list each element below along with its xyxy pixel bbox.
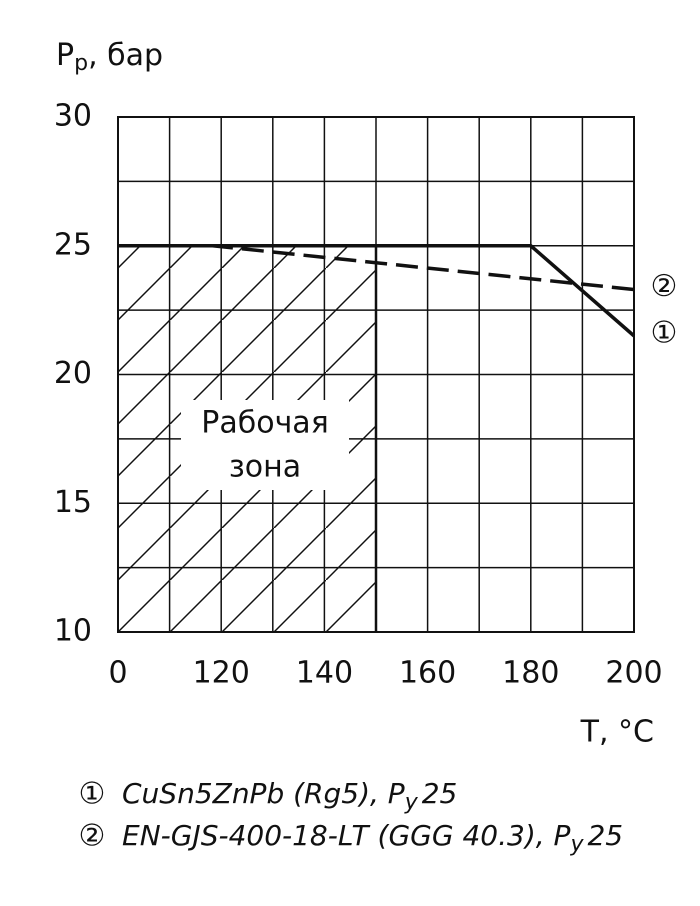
x-tick-label: 0 <box>108 656 127 691</box>
series-line <box>118 244 636 338</box>
legend-sub: y <box>404 790 419 815</box>
y-axis-label: Pp, бар <box>56 38 163 77</box>
legend-sub: y <box>569 832 584 857</box>
legend-label: CuSn5ZnPb (Rg5), Py 25 <box>122 777 457 815</box>
legend-name: EN-GJS-400-18-LT (GGG 40.3), P <box>122 819 571 852</box>
series-end-marker: ② <box>651 269 678 304</box>
x-axis-label: T, °C <box>580 715 654 750</box>
y-tick-label: 20 <box>54 356 92 391</box>
x-tick-label: 120 <box>193 656 250 691</box>
legend-name: CuSn5ZnPb (Rg5), P <box>122 777 405 810</box>
x-tick-label: 200 <box>605 656 662 691</box>
zone-label: зона <box>229 450 301 485</box>
y-tick-label: 25 <box>54 227 92 262</box>
y-tick-label: 30 <box>54 99 92 134</box>
y-tick-label: 15 <box>54 485 92 520</box>
plot-frame <box>117 116 635 633</box>
zone-label: Рабочая <box>201 406 329 441</box>
legend-suffix: 25 <box>587 819 623 852</box>
series-end-marker: ① <box>651 315 678 350</box>
legend-suffix: 25 <box>422 777 458 810</box>
zone-label-bg <box>181 400 349 490</box>
legend-marker: ② <box>79 819 106 854</box>
x-tick-label: 160 <box>399 656 456 691</box>
x-tick-label: 180 <box>502 656 559 691</box>
legend-marker: ① <box>79 777 106 812</box>
x-tick-label: 140 <box>296 656 353 691</box>
y-tick-label: 10 <box>54 614 92 649</box>
legend-label: EN-GJS-400-18-LT (GGG 40.3), Py 25 <box>122 819 623 857</box>
